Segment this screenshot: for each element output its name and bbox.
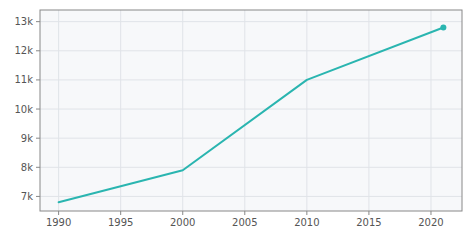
y-tick (36, 138, 40, 139)
y-grid-line (40, 109, 462, 110)
chart-container: 1990 1995 2000 2005 2010 2015 2020 7k 8k 9k 10k 11k… (0, 0, 474, 237)
x-tick-label: 2005 (232, 217, 257, 228)
y-tick-label: 11k (14, 74, 33, 85)
x-tick-label: 2015 (356, 217, 381, 228)
y-tick (36, 21, 40, 22)
x-tick (120, 211, 121, 215)
y-tick-label: 9k (21, 133, 33, 144)
x-tick-label: 1995 (108, 217, 133, 228)
grid (40, 10, 462, 211)
x-tick (430, 211, 431, 215)
x-grid-line (58, 10, 59, 211)
x-tick (368, 211, 369, 215)
x-tick (306, 211, 307, 215)
x-tick-label: 1990 (46, 217, 71, 228)
y-grid-line (40, 21, 462, 22)
x-tick-label: 2020 (418, 217, 443, 228)
plot-frame (40, 10, 462, 211)
x-tick-label: 2000 (170, 217, 195, 228)
y-tick (36, 50, 40, 51)
x-grid-line (430, 10, 431, 211)
line-chart: 1990 1995 2000 2005 2010 2015 2020 7k 8k 9k 10k 11k… (0, 0, 474, 237)
y-tick (36, 167, 40, 168)
x-tick (244, 211, 245, 215)
x-tick (58, 211, 59, 215)
y-grid-line (40, 50, 462, 51)
y-tick (36, 109, 40, 110)
y-tick-label: 12k (14, 45, 33, 56)
data-line (59, 27, 444, 202)
data-layer (59, 24, 447, 202)
y-tick-label: 13k (14, 16, 33, 27)
x-grid-line (182, 10, 183, 211)
y-tick-label: 8k (21, 162, 33, 173)
y-grid-line (40, 138, 462, 139)
x-grid-line (120, 10, 121, 211)
y-tick (36, 196, 40, 197)
y-tick (36, 79, 40, 80)
y-grid-line (40, 167, 462, 168)
y-grid-line (40, 79, 462, 80)
y-grid-line (40, 196, 462, 197)
x-grid-line (306, 10, 307, 211)
x-tick (182, 211, 183, 215)
end-point (440, 24, 446, 30)
x-grid-line (368, 10, 369, 211)
y-tick-label: 7k (21, 191, 33, 202)
x-grid-line (244, 10, 245, 211)
plot-background (40, 10, 462, 211)
y-tick-label: 10k (14, 104, 33, 115)
x-tick-label: 2010 (294, 217, 319, 228)
axes: 1990 1995 2000 2005 2010 2015 2020 7k 8k 9k 10k 11k… (14, 16, 443, 228)
